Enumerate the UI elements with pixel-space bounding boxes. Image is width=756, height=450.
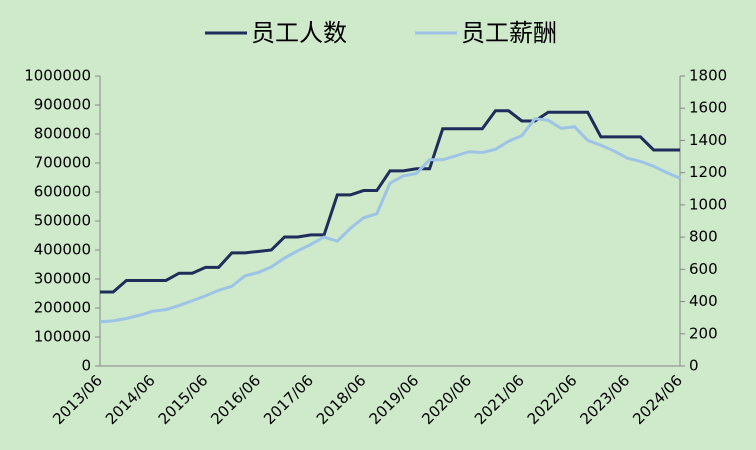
y-tick-label: 600000	[34, 183, 91, 201]
y-tick-label: 700000	[34, 154, 91, 172]
y2-tick-label: 1400	[689, 131, 727, 149]
y2-tick-label: 1800	[689, 67, 727, 85]
y2-tick-label: 400	[689, 292, 718, 310]
series-line	[100, 109, 680, 294]
y-tick-label: 400000	[34, 241, 91, 259]
series-line	[99, 117, 681, 324]
y2-tick-label: 200	[689, 324, 718, 342]
y-tick-label: 300000	[34, 270, 91, 288]
legend-label: 员工人数	[251, 19, 347, 47]
y-tick-label: 800000	[34, 125, 91, 143]
y-tick-label: 0	[81, 357, 91, 375]
y-tick-label: 100000	[34, 328, 91, 346]
y2-tick-label: 600	[689, 260, 718, 278]
y2-tick-label: 0	[689, 357, 699, 375]
y-tick-label: 200000	[34, 299, 91, 317]
y2-tick-label: 1200	[689, 163, 727, 181]
y2-tick-label: 1000	[689, 195, 727, 213]
y2-tick-label: 800	[689, 228, 718, 246]
y-tick-label: 900000	[34, 96, 91, 114]
legend-label: 员工薪酬	[461, 19, 557, 47]
y2-tick-label: 1600	[689, 99, 727, 117]
y-tick-label: 500000	[34, 212, 91, 230]
y-tick-label: 1000000	[24, 67, 91, 85]
